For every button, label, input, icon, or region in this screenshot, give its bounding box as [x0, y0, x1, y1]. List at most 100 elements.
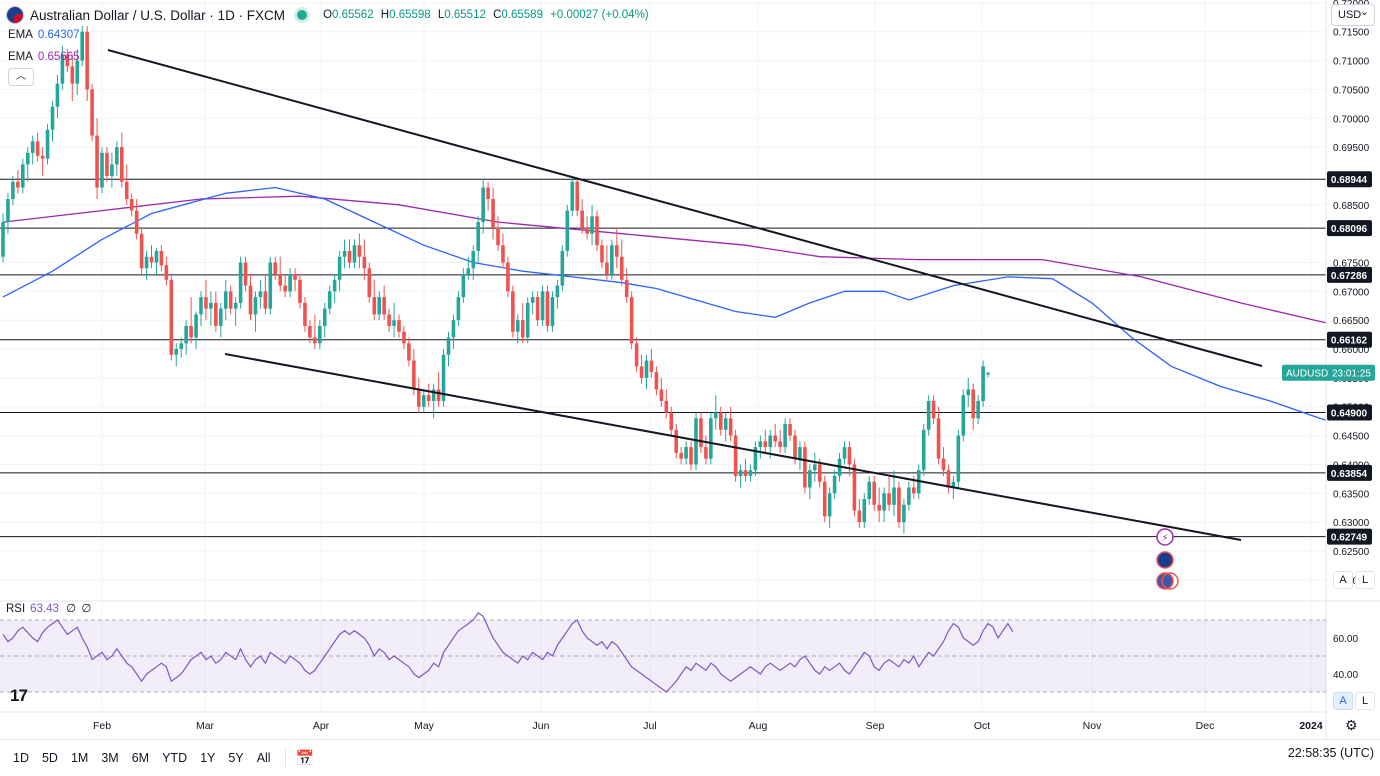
price-tick-label: 0.67500: [1333, 259, 1370, 270]
price-tick-label: 0.70500: [1333, 85, 1370, 96]
rsi-legend[interactable]: RSI 63.43 ∅ ∅: [6, 603, 92, 615]
candle-body: [110, 164, 114, 176]
candle-body: [377, 297, 381, 315]
candle-body: [134, 210, 139, 234]
level-price-label: 0.67286: [1331, 271, 1368, 282]
level-price-label: 0.63854: [1331, 469, 1368, 480]
candle-body: [204, 297, 208, 309]
candle-body: [506, 262, 510, 292]
candle-body: [471, 250, 476, 269]
candles-layer: [1, 25, 990, 534]
symbol-title[interactable]: Australian Dollar / U.S. Dollar · 1D · F…: [30, 7, 286, 23]
rsi-tick-label: 60.00: [1333, 634, 1358, 645]
candle-body: [956, 435, 961, 482]
currency-select[interactable]: USD: [1331, 2, 1375, 26]
timeframe-6m[interactable]: 6M: [131, 751, 150, 765]
candle-body: [55, 83, 60, 107]
candle-body: [154, 250, 159, 263]
utc-clock[interactable]: 22:58:35 (UTC): [1287, 746, 1374, 760]
candle-body: [689, 447, 693, 465]
trend-channel[interactable]: [107, 49, 1263, 541]
candle-body: [219, 308, 223, 326]
calendar-range-icon[interactable]: 📅: [295, 750, 315, 767]
candle-body: [758, 441, 763, 448]
candle-body: [95, 135, 99, 188]
candle-body: [298, 279, 302, 303]
candle-body: [951, 481, 956, 488]
candle-body: [441, 354, 446, 401]
candle-body: [941, 458, 946, 471]
rsi-auto-scale-button[interactable]: A: [1333, 692, 1353, 710]
candle-body: [892, 487, 896, 505]
level-price-tag: [1327, 220, 1372, 237]
candle-body: [714, 412, 718, 419]
current-price-tag: [1282, 364, 1375, 381]
candle-body: [520, 320, 525, 338]
candle-body: [545, 291, 550, 326]
tradingview-logo[interactable]: 17: [10, 686, 28, 705]
candle-body: [877, 504, 881, 511]
audusd-flag-icon: [6, 6, 24, 24]
candle-body: [35, 141, 40, 156]
price-tick-label: 0.70000: [1333, 114, 1370, 125]
event-markers[interactable]: ⚡: [1156, 528, 1179, 590]
trend-line-lower[interactable]: [224, 353, 1242, 541]
candle-body: [624, 279, 629, 298]
candle-body: [392, 320, 396, 326]
candle-body: [397, 320, 401, 332]
gear-icon[interactable]: ⚙: [1345, 717, 1358, 733]
timeframe-1y[interactable]: 1Y: [200, 751, 216, 765]
timeframe-1d[interactable]: 1D: [13, 751, 29, 765]
candle-body: [11, 181, 15, 200]
timeframe-ytd[interactable]: YTD: [162, 751, 188, 765]
timeframe-all[interactable]: All: [256, 751, 271, 765]
market-open-icon: [297, 10, 308, 20]
candle-body: [639, 366, 644, 378]
ema-slow-legend[interactable]: EMA 0.65665: [8, 51, 80, 63]
price-tick-label: 0.66500: [1333, 316, 1370, 327]
time-tick-label: Oct: [974, 720, 990, 732]
candle-body: [605, 262, 609, 275]
candle-body: [16, 181, 20, 188]
rsi-log-scale-button[interactable]: L: [1355, 692, 1375, 710]
candle-body: [501, 245, 505, 263]
candle-body: [431, 389, 436, 401]
collapse-legend-button[interactable]: ︿: [8, 68, 34, 86]
log-scale-button[interactable]: L: [1355, 571, 1375, 589]
time-tick-label: Aug: [749, 720, 768, 732]
timeframe-5y[interactable]: 5Y: [228, 751, 244, 765]
time-axis[interactable]: Feb Mar Apr May Jun Jul Aug Sep Oct Nov Dec 2024: [0, 711, 1326, 732]
ema-slow-line: [2, 195, 1380, 334]
timeframe-3m[interactable]: 3M: [101, 751, 119, 765]
candle-body: [293, 274, 297, 280]
price-tick-label: 0.63500: [1333, 489, 1370, 500]
candle-body: [451, 320, 456, 338]
timeframe-1m[interactable]: 1M: [70, 751, 89, 765]
auto-scale-button[interactable]: A: [1333, 571, 1353, 589]
candle-body: [862, 499, 867, 523]
time-tick-label: May: [414, 720, 435, 732]
candle-body: [718, 412, 723, 430]
candle-body: [65, 54, 70, 67]
candle-body: [263, 291, 268, 309]
candle-body: [654, 372, 659, 390]
ema-fast-legend[interactable]: EMA 0.64307: [8, 29, 80, 41]
candle-body: [426, 395, 431, 401]
au-flag-event-icon[interactable]: [1156, 551, 1174, 569]
us-flag-event-icon-2[interactable]: [1161, 572, 1179, 590]
current-symbol-label: AUDUSD: [1286, 369, 1328, 380]
trend-line-upper[interactable]: [107, 49, 1263, 367]
candle-body: [748, 470, 753, 476]
candle-body: [322, 308, 327, 326]
us-flag-event-icon[interactable]: [1156, 572, 1174, 590]
candle-body: [21, 164, 25, 188]
candle-body: [560, 250, 565, 286]
candle-body: [100, 152, 104, 188]
timeframe-5d[interactable]: 5D: [41, 751, 58, 765]
candle-body: [803, 447, 807, 488]
candle-body: [619, 256, 624, 280]
lightning-event-icon[interactable]: [1156, 528, 1174, 546]
candle-body: [912, 487, 916, 494]
candle-body: [486, 187, 490, 200]
